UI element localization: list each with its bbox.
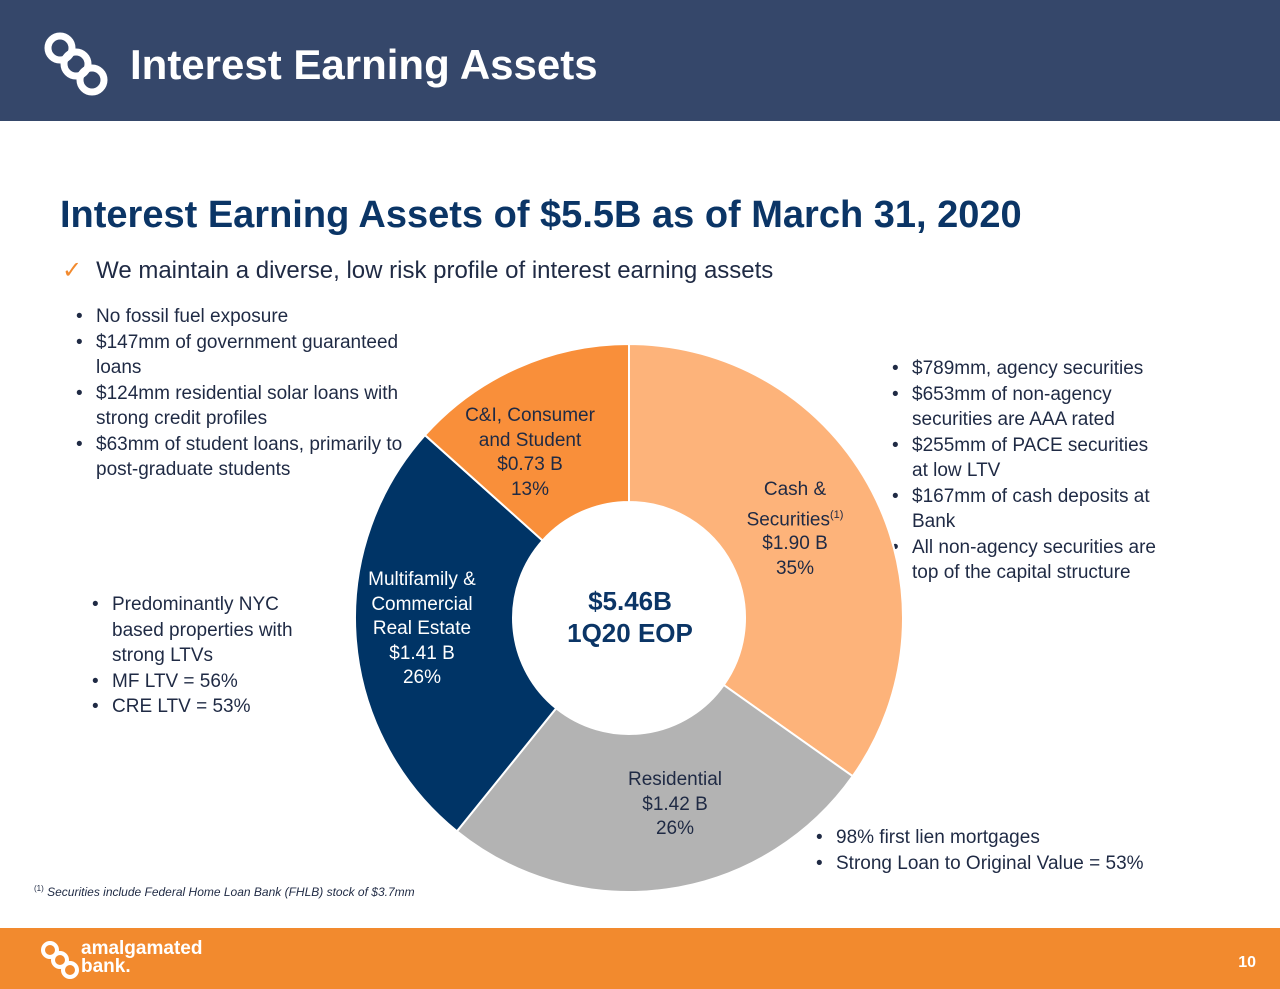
footnote-text: Securities include Federal Home Loan Ban… xyxy=(47,885,415,899)
list-item: CRE LTV = 53% xyxy=(90,694,330,720)
brand-wordmark: amalgamated bank. xyxy=(81,938,203,977)
slice-label-line: Commercial xyxy=(371,593,473,615)
list-item: $789mm, agency securities xyxy=(890,356,1160,382)
list-item: $255mm of PACE securities at low LTV xyxy=(890,433,1160,484)
footer-bar: amalgamated bank. 10 xyxy=(0,928,1280,989)
slice-label-multifamily-cre: Multifamily & Commercial Real Estate $1.… xyxy=(352,568,492,691)
list-item: MF LTV = 56% xyxy=(90,669,330,695)
slice-percent: 13% xyxy=(510,478,550,500)
slice-value: $1.41 B xyxy=(389,642,455,664)
page-number: 10 xyxy=(1238,954,1256,971)
list-item: Predominantly NYC based properties with … xyxy=(90,592,330,669)
list-item: 98% first lien mortgages xyxy=(814,825,1194,851)
donut-slice-cash-securities xyxy=(628,344,903,778)
slice-label-ci-consumer-student: C&I, Consumer and Student $0.73 B 13% xyxy=(445,404,615,502)
slice-label-line: Residential xyxy=(628,769,722,790)
donut-slice-residential xyxy=(455,683,855,892)
slice-percent: 35% xyxy=(775,557,815,579)
slice-label-residential: Residential $1.42 B 26% xyxy=(600,768,750,842)
slice-label-line: Securities(1) xyxy=(746,508,844,530)
center-total: $5.46B xyxy=(588,586,672,616)
slice-percent: 26% xyxy=(402,667,442,688)
subheading: ✓ We maintain a diverse, low risk profile… xyxy=(62,256,773,285)
esg-bullet-list: No fossil fuel exposure $147mm of govern… xyxy=(74,304,414,483)
slice-label-cash-securities: Cash & Securities(1) $1.90 B 35% xyxy=(720,478,870,581)
donut-slice-c-i-consumer-and-student xyxy=(423,344,630,542)
list-item: $147mm of government guaranteed loans xyxy=(74,330,414,381)
list-item: $63mm of student loans, primarily to pos… xyxy=(74,432,414,483)
slice-label-line: Real Estate xyxy=(372,618,472,639)
list-item: $653mm of non-agency securities are AAA … xyxy=(890,382,1160,433)
checkmark-icon: ✓ xyxy=(62,257,83,284)
slice-value: $0.73 B xyxy=(497,454,563,475)
slice-value: $1.42 B xyxy=(642,793,708,815)
center-period: 1Q20 EOP xyxy=(567,618,693,648)
slice-label-line: C&I, Consumer xyxy=(465,405,595,426)
asset-mix-donut-chart xyxy=(355,344,903,892)
list-item: $124mm residential solar loans with stro… xyxy=(74,381,414,432)
amalgamated-logo-icon xyxy=(44,32,108,96)
subheading-text: We maintain a diverse, low risk profile … xyxy=(96,257,774,284)
real-estate-bullet-list: Predominantly NYC based properties with … xyxy=(90,592,330,720)
footnote-marker: (1) xyxy=(34,884,44,893)
amalgamated-bank-logo-icon xyxy=(41,941,79,979)
slice-label-line: Multifamily & xyxy=(368,569,476,590)
slice-value: $1.90 B xyxy=(762,533,828,555)
securities-bullet-list: $789mm, agency securities $653mm of non-… xyxy=(890,356,1160,586)
list-item: $167mm of cash deposits at Bank xyxy=(890,484,1160,535)
donut-center-label: $5.46B 1Q20 EOP xyxy=(520,585,740,649)
donut-slice-multifamily-commercial-real-estate xyxy=(355,433,558,833)
footnote: (1) Securities include Federal Home Loan… xyxy=(34,884,415,899)
list-item: All non-agency securities are top of the… xyxy=(890,535,1160,586)
header-bar: Interest Earning Assets xyxy=(0,0,1280,121)
slice-label-line: Cash & xyxy=(763,479,827,500)
list-item: No fossil fuel exposure xyxy=(74,304,414,330)
slice-percent: 26% xyxy=(655,818,695,839)
slide-heading: Interest Earning Assets of $5.5B as of M… xyxy=(60,194,1022,236)
header-title: Interest Earning Assets xyxy=(130,41,598,88)
list-item: Strong Loan to Original Value = 53% xyxy=(814,851,1194,877)
slice-label-line: and Student xyxy=(478,429,582,451)
residential-bullet-list: 98% first lien mortgages Strong Loan to … xyxy=(814,825,1194,876)
